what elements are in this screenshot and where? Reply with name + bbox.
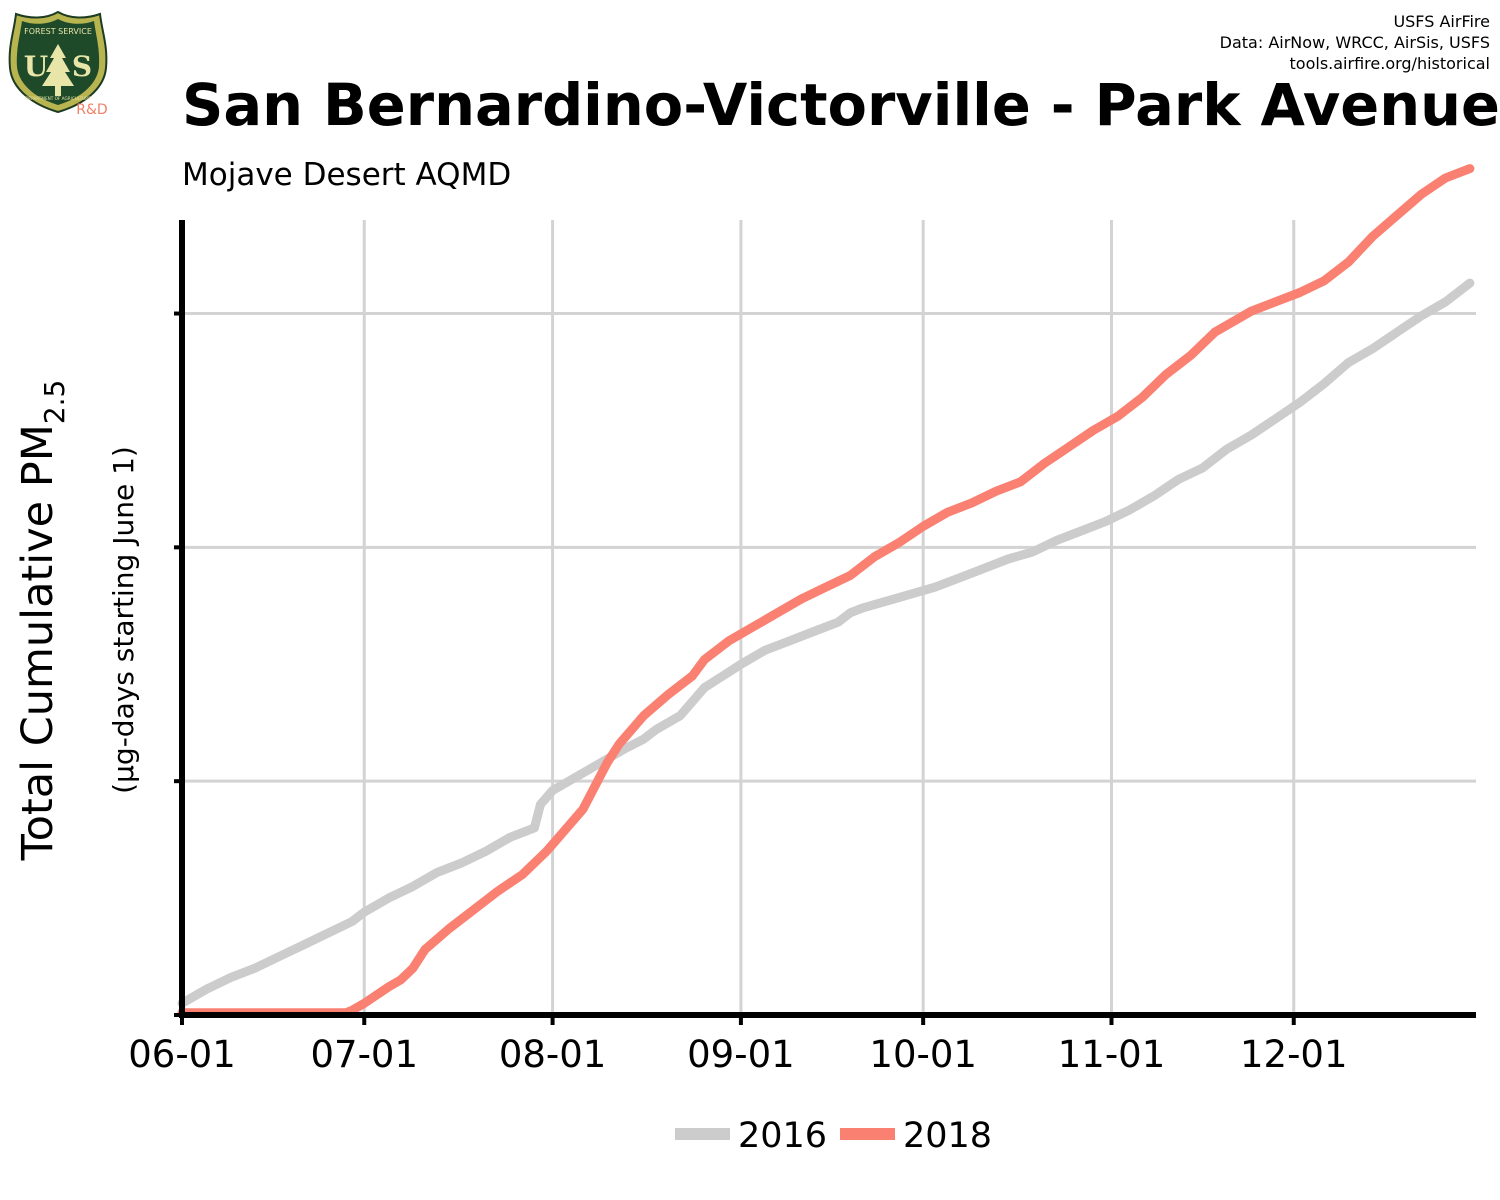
logo-badge: R&D bbox=[76, 102, 107, 118]
credit-line-3: tools.airfire.org/historical bbox=[1290, 54, 1490, 73]
x-tick-label-6: 12-01 bbox=[1240, 1033, 1348, 1076]
logo-letter-right: S bbox=[72, 50, 92, 83]
legend-label-2018: 2018 bbox=[903, 1116, 992, 1156]
x-tick-labels: 06-01 07-01 08-01 09-01 10-01 11-01 12-01 bbox=[128, 1033, 1347, 1076]
credit-line-2: Data: AirNow, WRCC, AirSis, USFS bbox=[1220, 33, 1490, 52]
x-tick-label-3: 09-01 bbox=[687, 1033, 795, 1076]
x-tick-label-1: 07-01 bbox=[310, 1033, 418, 1076]
x-tick-label-5: 11-01 bbox=[1058, 1033, 1166, 1076]
x-tick-label-0: 06-01 bbox=[128, 1033, 236, 1076]
credit-line-1: USFS AirFire bbox=[1393, 12, 1490, 31]
logo-ring-bottom: DEPARTMENT OF AGRICULTURE bbox=[25, 96, 91, 101]
chart-subtitle: Mojave Desert AQMD bbox=[182, 157, 511, 193]
logo-ring-top: FOREST SERVICE bbox=[24, 27, 92, 36]
grid bbox=[180, 220, 1476, 1017]
axes bbox=[174, 220, 1476, 1025]
legend-label-2016: 2016 bbox=[738, 1116, 827, 1156]
series-layer bbox=[177, 164, 1475, 1018]
series-line-2018 bbox=[177, 164, 1475, 1018]
y-axis-units: (µg-days starting June 1) bbox=[107, 446, 140, 794]
logo-letter-left: U bbox=[24, 50, 48, 83]
x-tick-label-4: 10-01 bbox=[869, 1033, 977, 1076]
series-line-2016 bbox=[177, 278, 1475, 1008]
legend: 2016 2018 bbox=[675, 1116, 992, 1156]
x-tick-label-2: 08-01 bbox=[499, 1033, 607, 1076]
usfs-shield-icon: U S FOREST SERVICE DEPARTMENT OF AGRICUL… bbox=[8, 10, 108, 118]
chart-title: San Bernardino-Victorville - Park Avenue bbox=[182, 71, 1500, 139]
y-axis-label: Total Cumulative PM2.5 bbox=[13, 380, 71, 862]
